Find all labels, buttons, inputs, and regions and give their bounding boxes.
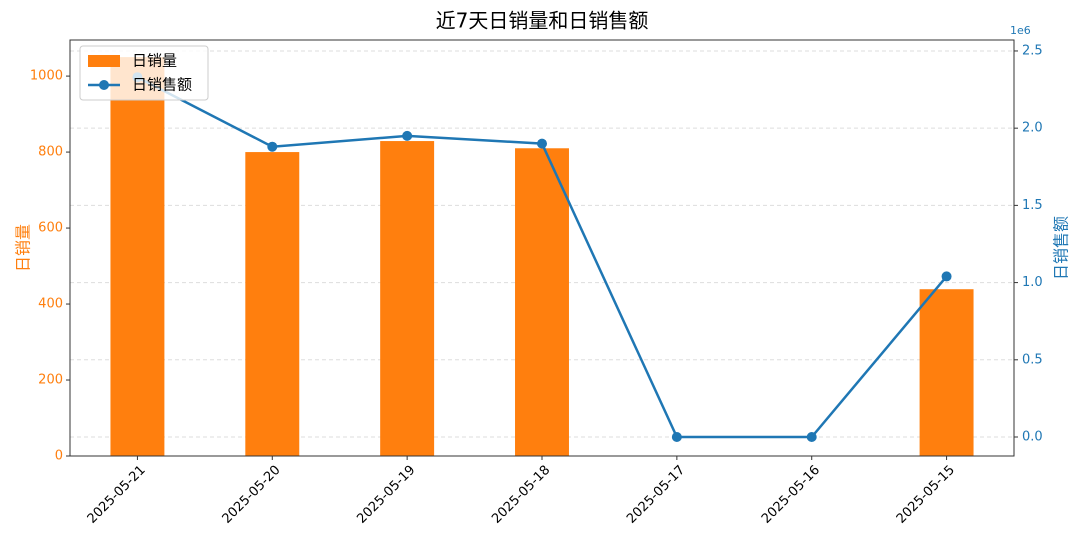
point [671, 432, 682, 443]
y2-tick-label: 0.0 [1022, 430, 1043, 445]
bar [919, 289, 974, 456]
y2-tick-label: 2.0 [1022, 121, 1043, 136]
y-tick-label: 400 [38, 297, 63, 312]
y-axis-label: 日销量 [14, 224, 33, 272]
plot-frame [69, 39, 1015, 457]
y2-tick-label: 2.5 [1022, 43, 1043, 58]
legend-marker [99, 80, 109, 90]
bar [110, 57, 165, 457]
point [537, 138, 547, 149]
chart-title: 近7天日销量和日销售额 [436, 9, 649, 33]
y-tick-label: 1000 [30, 69, 63, 84]
y2-tick-label: 1.0 [1022, 275, 1043, 290]
y-tick-label: 200 [38, 373, 63, 388]
point [941, 271, 952, 282]
x-tick-label: 2025-05-20 [220, 463, 284, 527]
x-tick-label: 2025-05-19 [354, 463, 418, 527]
y2-tick-label: 0.5 [1022, 352, 1043, 367]
y-tick-label: 600 [38, 221, 63, 236]
legend-label: 日销量 [132, 52, 177, 70]
point [806, 432, 817, 443]
legend-label: 日销售额 [132, 76, 192, 94]
x-tick-label: 2025-05-15 [894, 463, 958, 527]
x-tick-label: 2025-05-17 [624, 463, 688, 527]
bar [515, 148, 569, 456]
y2-axis-label: 日销售额 [1052, 216, 1071, 280]
y2-offset-label: 1e6 [1010, 24, 1031, 37]
bar [380, 141, 435, 456]
bar [245, 152, 300, 456]
x-tick-label: 2025-05-16 [759, 463, 823, 527]
x-tick-label: 2025-05-18 [489, 463, 553, 527]
point [402, 130, 413, 141]
y2-tick-label: 1.5 [1022, 198, 1043, 213]
legend-swatch [88, 55, 120, 67]
y-tick-label: 800 [38, 145, 63, 160]
point [267, 141, 278, 152]
x-tick-label: 2025-05-21 [85, 463, 149, 527]
y-tick-label: 0 [55, 449, 63, 464]
